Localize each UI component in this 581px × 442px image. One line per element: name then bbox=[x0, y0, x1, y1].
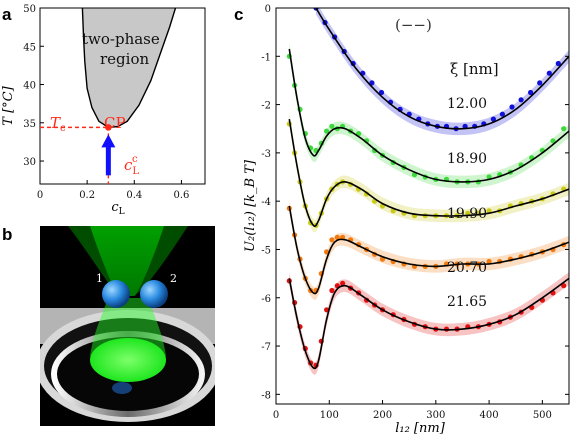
sphere-reflection bbox=[112, 382, 132, 394]
critical-point-marker bbox=[105, 124, 112, 131]
colloid-sphere-1 bbox=[102, 280, 130, 308]
xi-labels: 12.00 18.90 19.90 20.70 21.65 bbox=[447, 96, 487, 310]
panel-c-xtick-label: 500 bbox=[533, 410, 552, 421]
fit-line-0 bbox=[315, 8, 569, 130]
panel-c-xtick-label: 200 bbox=[373, 410, 392, 421]
panel-c-xtick-label: 0 bbox=[273, 410, 279, 421]
panel-c-ytick-label: -4 bbox=[261, 197, 271, 208]
panel-c-xtick-label: 100 bbox=[320, 410, 339, 421]
panel-c-ytick-label: -2 bbox=[261, 101, 271, 112]
xi-value-3: 20.70 bbox=[447, 260, 487, 276]
error-band-0 bbox=[316, 8, 569, 136]
fit-line-4 bbox=[288, 277, 569, 370]
data-point-3 bbox=[486, 258, 492, 265]
panel-c-xlabel: l₁₂ [nm] bbox=[395, 421, 445, 436]
panel-a-ytick-label: 40 bbox=[23, 81, 36, 92]
panel-c-ytick-label: 0 bbox=[265, 4, 271, 15]
data-point-0 bbox=[499, 111, 505, 117]
fit-lines bbox=[288, 8, 569, 370]
data-point-0 bbox=[555, 60, 561, 67]
xi-header: ξ [nm] bbox=[450, 60, 499, 78]
panel-a-ytick-label: 35 bbox=[23, 119, 36, 130]
panel-a-ytick-label: 45 bbox=[23, 42, 36, 53]
panel-c-ytick-label: -5 bbox=[261, 245, 271, 256]
panel-c-ytick-label: -3 bbox=[261, 149, 271, 160]
two-phase-text-1: two-phase bbox=[82, 30, 160, 48]
laser-beam-outer bbox=[68, 226, 188, 296]
data-point-0 bbox=[537, 80, 543, 86]
data-point-2 bbox=[486, 208, 492, 214]
data-point-0 bbox=[369, 80, 375, 86]
panel-c-ticks: 0 100 200 300 400 500 -8 -7 -6 -5 -4 -3 -2 -1 0 bbox=[261, 4, 569, 421]
panel-c-ytick-label: -8 bbox=[261, 390, 271, 401]
error-band-4 bbox=[289, 272, 569, 375]
data-point-0 bbox=[528, 89, 534, 96]
panel-a-ytick-label: 50 bbox=[23, 4, 36, 15]
panel-c-ytick-label: -6 bbox=[261, 294, 271, 305]
sphere-2-label: 2 bbox=[170, 272, 177, 285]
panel-a-ylabel: T [°C] bbox=[1, 85, 16, 125]
data-point-1 bbox=[324, 128, 330, 134]
panel-a-xtick-label: 0 bbox=[37, 190, 43, 201]
data-point-0 bbox=[509, 104, 515, 110]
tc-label: Tc bbox=[50, 114, 66, 134]
sphere-1-label: 1 bbox=[96, 272, 103, 285]
panel-a-axes-frame bbox=[39, 7, 206, 185]
data-point-4 bbox=[340, 280, 346, 286]
data-point-0 bbox=[490, 116, 496, 122]
data-point-1 bbox=[550, 138, 556, 144]
data-point-0 bbox=[546, 70, 552, 76]
panel-c-letter: c bbox=[234, 5, 243, 24]
data-point-3 bbox=[334, 234, 340, 240]
panel-a-ytick-label: 30 bbox=[23, 157, 36, 168]
panel-a-phase-diagram: two-phase region Tc CP cLc 0 0.2 0.4 0.6 30 3… bbox=[1, 4, 206, 217]
data-point-4 bbox=[561, 283, 567, 289]
panel-a-xtick-label: 0.2 bbox=[79, 190, 95, 201]
fit-line-2 bbox=[288, 118, 569, 227]
panel-a-xtick-label: 0.4 bbox=[126, 190, 142, 201]
data-point-1 bbox=[561, 126, 567, 132]
data-point-0 bbox=[518, 97, 524, 103]
cp-label: CP bbox=[104, 114, 126, 132]
xi-value-4: 21.65 bbox=[447, 294, 487, 310]
data-point-3 bbox=[329, 237, 335, 243]
clc-label: cLc bbox=[124, 154, 139, 177]
blue-arrow bbox=[101, 134, 116, 176]
panel-c-ytick-label: -1 bbox=[261, 52, 271, 63]
data-point-3 bbox=[324, 249, 330, 255]
panel-b-frame: 1 2 bbox=[40, 226, 215, 426]
panel-b-illustration: 1 2 bbox=[40, 226, 215, 426]
error-band-2 bbox=[289, 112, 569, 233]
panel-c-ytick-label: -7 bbox=[261, 342, 271, 353]
xi-value-2: 19.90 bbox=[447, 206, 487, 222]
error-band-1 bbox=[289, 42, 569, 189]
two-phase-text-2: region bbox=[100, 50, 149, 68]
laser-focus-spot bbox=[90, 338, 166, 382]
panel-c-xtick-label: 400 bbox=[480, 410, 499, 421]
data-point-1 bbox=[329, 123, 335, 129]
panel-a-xtick-label: 0.6 bbox=[173, 190, 189, 201]
panel-c-axes-frame bbox=[275, 7, 570, 405]
panel-b-letter: b bbox=[2, 225, 12, 244]
data-point-4 bbox=[329, 287, 335, 294]
panel-a-ticks: 0 0.2 0.4 0.6 30 35 40 45 50 bbox=[23, 4, 189, 201]
xi-value-1: 18.90 bbox=[447, 151, 487, 167]
data-point-0 bbox=[462, 123, 468, 129]
data-point-2 bbox=[465, 210, 471, 216]
panel-a-xlabel: cL bbox=[111, 200, 124, 217]
laser-beam-top bbox=[90, 226, 164, 296]
panel-c-ylabel: U₂(l₁₂) [k_B T] bbox=[243, 159, 258, 252]
panel-c-potentials: 0 100 200 300 400 500-8-7-6-5-4-3-2-10 12.001… bbox=[243, 4, 570, 436]
fit-line-1 bbox=[288, 48, 569, 183]
legend-dashes: (−−) bbox=[395, 16, 432, 34]
two-phase-region bbox=[81, 8, 177, 129]
data-point-0 bbox=[378, 89, 385, 96]
colloid-sphere-2 bbox=[140, 280, 168, 308]
fit-line-3 bbox=[288, 205, 569, 295]
panel-c-xtick-label: 300 bbox=[426, 410, 445, 421]
xi-value-0: 12.00 bbox=[447, 96, 487, 112]
panel-a-letter: a bbox=[2, 5, 12, 24]
